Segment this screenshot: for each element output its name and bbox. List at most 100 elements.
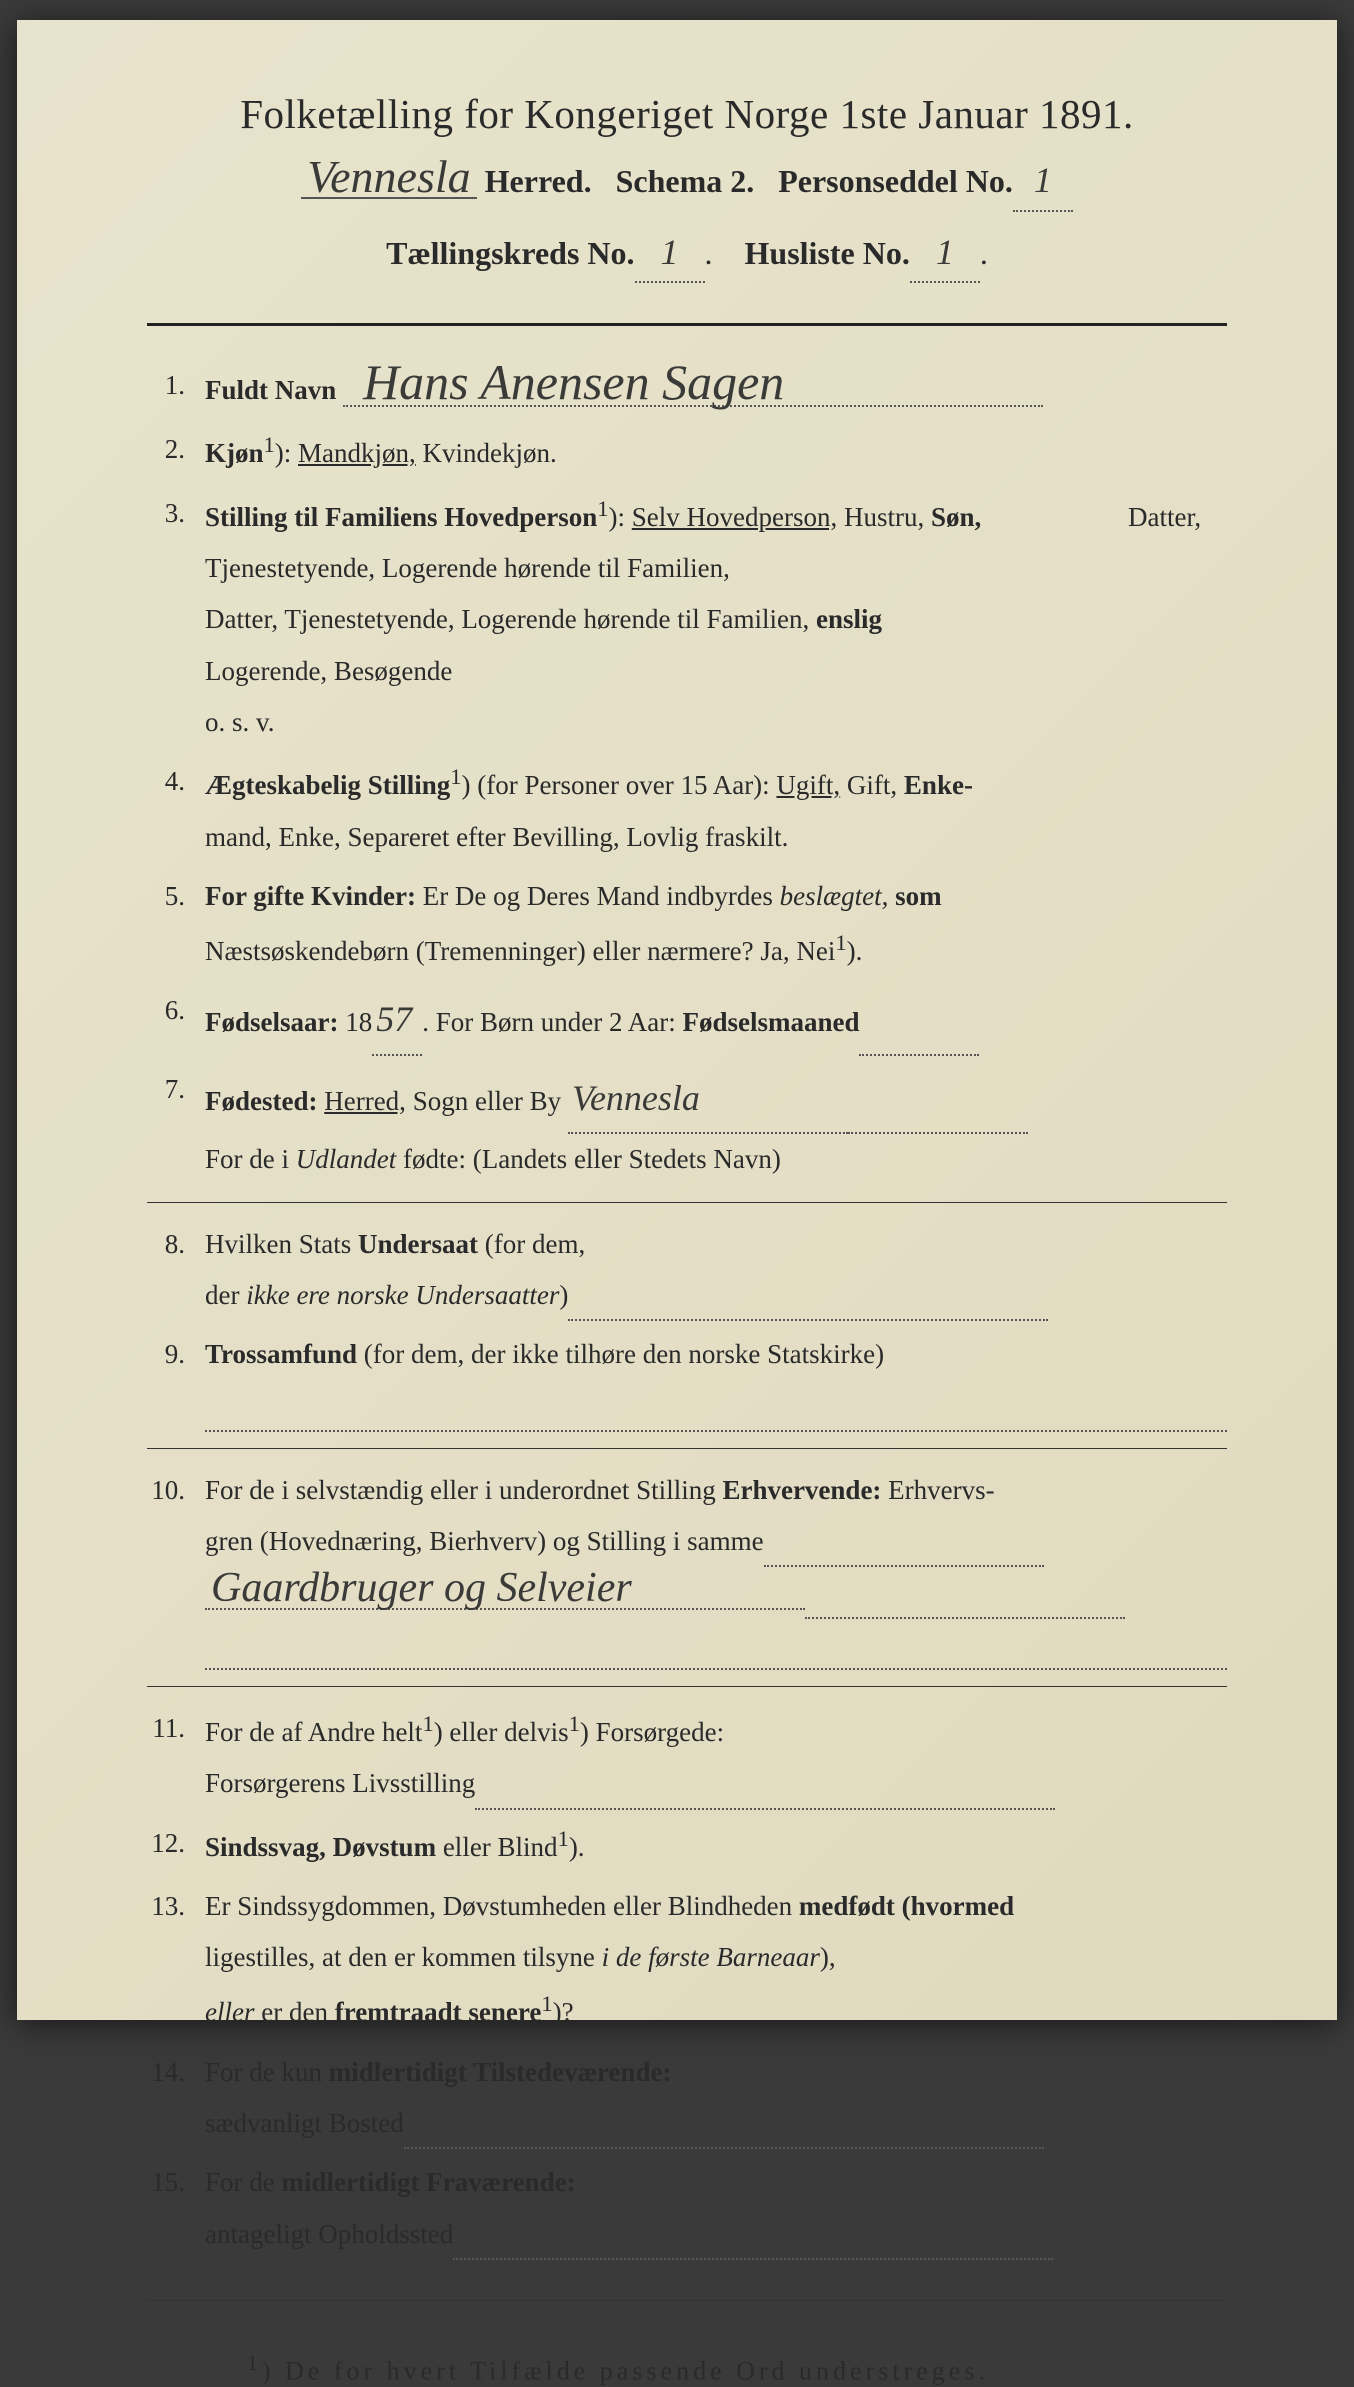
i12-rest: eller Blind — [436, 1832, 557, 1862]
i8-der: der — [205, 1280, 246, 1310]
footnote-ref: 1 — [597, 496, 608, 521]
taellingskreds-value: 1 — [635, 224, 705, 284]
item-content: For de af Andre helt1) eller delvis1) Fo… — [205, 1703, 1227, 1810]
item-num: 6. — [147, 985, 205, 1055]
item-content: Hvilken Stats Undersaat (for dem, der ik… — [205, 1219, 1227, 1322]
ugift: Ugift, — [776, 770, 840, 800]
i14-fill — [404, 2147, 1044, 2149]
i11-l2: Forsørgerens Livsstilling — [205, 1768, 475, 1798]
i14-a: For de kun — [205, 2057, 329, 2087]
i13-line3: eller er den fremtraadt senere1)? — [205, 1983, 1227, 2038]
erhvervende: Erhvervende: — [722, 1475, 881, 1505]
footnote-ref: 1 — [450, 764, 461, 789]
i10-b: Erhvervs- — [881, 1475, 994, 1505]
item-num: 10. — [147, 1465, 205, 1670]
aegte-line2: mand, Enke, Separeret efter Bevilling, L… — [205, 812, 1227, 863]
item-12: 12. Sindssvag, Døvstum eller Blind1). — [147, 1818, 1227, 1873]
husliste-value: 1 — [910, 224, 980, 284]
fodselsaar-mid: . For Børn under 2 Aar: — [422, 1007, 682, 1037]
footnote-ref: 1 — [835, 930, 846, 955]
item-num: 8. — [147, 1219, 205, 1322]
kjon-kvindekjon: Kvindekjøn. — [416, 438, 557, 468]
item-num: 4. — [147, 756, 205, 863]
item-15: 15. For de midlertidigt Fraværende: anta… — [147, 2157, 1227, 2260]
stilling-l4: o. s. v. — [205, 707, 275, 737]
divider-7-8 — [147, 1202, 1227, 1203]
i10-fill2 — [805, 1617, 1125, 1619]
sindssvag-label: Sindssvag, Døvstum — [205, 1832, 436, 1862]
divider-9-10 — [147, 1448, 1227, 1449]
divider-10-11 — [147, 1686, 1227, 1687]
item-3: 3. Stilling til Familiens Hovedperson1):… — [147, 488, 1227, 748]
item-num: 15. — [147, 2157, 205, 2260]
census-form-page: Folketælling for Kongeriget Norge 1ste J… — [17, 20, 1337, 2020]
footnote-ref: 1 — [558, 1826, 569, 1851]
divider-bottom — [147, 2300, 1227, 2301]
item-10: 10. For de i selvstændig eller i underor… — [147, 1465, 1227, 1670]
udlandet: Udlandet — [296, 1144, 397, 1174]
item-4: 4. Ægteskabelig Stilling1) (for Personer… — [147, 756, 1227, 863]
herred-underline: Herred, — [324, 1086, 406, 1116]
item-content: For de i selvstændig eller i underordnet… — [205, 1465, 1227, 1670]
gifte-line2-wrap: Næstsøskendebørn (Tremenninger) eller næ… — [205, 922, 1227, 977]
enslig: enslig — [816, 604, 882, 634]
stilling-l2-text: Datter, Tjenestetyende, Logerende hørend… — [205, 604, 816, 634]
fodested-value: Vennesla — [568, 1064, 848, 1134]
item-num: 9. — [147, 1329, 205, 1432]
item-14: 14. For de kun midlertidigt Tilstedevære… — [147, 2047, 1227, 2150]
footnote-ref: 1 — [569, 1711, 580, 1736]
item-content: Trossamfund (for dem, der ikke tilhøre d… — [205, 1329, 1227, 1432]
i13-l3b: er den — [254, 1997, 334, 2027]
header-line2: Vennesla Herred. Schema 2. Personseddel … — [147, 152, 1227, 212]
item-1: 1. Fuldt Navn Hans Anensen Sagen — [147, 360, 1227, 416]
i15-l2: antageligt Opholdssted — [205, 2219, 453, 2249]
item-content: Kjøn1): Mandkjøn, Kvindekjøn. — [205, 424, 1227, 479]
stilling-l2: Datter, Tjenestetyende, Logerende hørend… — [205, 604, 882, 634]
i12-end: ). — [569, 1832, 585, 1862]
item-content: Fødested: Herred, Sogn eller By Vennesla… — [205, 1064, 1227, 1186]
schema-label: Schema 2. — [616, 163, 755, 199]
colon: ): — [275, 438, 298, 468]
item-8: 8. Hvilken Stats Undersaat (for dem, der… — [147, 1219, 1227, 1322]
indent-block: Datter, Tjenestetyende, Logerende hørend… — [205, 594, 1227, 748]
item-11: 11. For de af Andre helt1) eller delvis1… — [147, 1703, 1227, 1810]
gifte-label: For gifte Kvinder: — [205, 881, 416, 911]
footnote-ref: 1 — [264, 432, 275, 457]
divider-top — [147, 323, 1227, 326]
item-num: 11. — [147, 1703, 205, 1810]
item-7: 7. Fødested: Herred, Sogn eller By Venne… — [147, 1064, 1227, 1186]
fodested-line2: For de i Udlandet fødte: (Landets eller … — [205, 1134, 1227, 1185]
i9-fill — [205, 1380, 1227, 1431]
selv-hovedperson: Selv Hovedperson, — [632, 502, 837, 532]
gifte-rest: Er De og Deres Mand indbyrdes — [416, 881, 780, 911]
taellingskreds-label: Tællingskreds No. — [386, 235, 634, 271]
item-content: Fødselsaar: 1857. For Børn under 2 Aar: … — [205, 985, 1227, 1055]
fodte-rest: fødte: (Landets eller Stedets Navn) — [396, 1144, 781, 1174]
form-items: 1. Fuldt Navn Hans Anensen Sagen 2. Kjøn… — [147, 360, 1227, 2260]
item-5: 5. For gifte Kvinder: Er De og Deres Man… — [147, 871, 1227, 978]
item-6: 6. Fødselsaar: 1857. For Børn under 2 Aa… — [147, 985, 1227, 1055]
item-content: Sindssvag, Døvstum eller Blind1). — [205, 1818, 1227, 1873]
i11-mid: ) eller delvis — [434, 1717, 569, 1747]
fuldt-navn-value: Hans Anensen Sagen — [343, 360, 1043, 407]
i11-line2: Forsørgerens Livsstilling — [205, 1758, 1227, 1809]
gifte-line2: Næstsøskendebørn (Tremenninger) eller næ… — [205, 936, 835, 966]
i10-value-line: Gaardbruger og Selveier — [205, 1567, 1227, 1618]
item-content: For de kun midlertidigt Tilstedeværende:… — [205, 2047, 1227, 2150]
i10-line2: gren (Hovednæring, Bierhverv) og Stillin… — [205, 1516, 1227, 1567]
husliste-label: Husliste No. — [745, 235, 910, 271]
item-content: Fuldt Navn Hans Anensen Sagen — [205, 360, 1227, 416]
item-content: Stilling til Familiens Hovedperson1): Se… — [205, 488, 1227, 748]
i13-a: Er Sindssygdommen, Døvstumheden eller Bl… — [205, 1891, 799, 1921]
item-content: Er Sindssygdommen, Døvstumheden eller Bl… — [205, 1881, 1227, 2039]
aegte-label: Ægteskabelig Stilling — [205, 770, 450, 800]
stilling-label: Stilling til Familiens Hovedperson — [205, 502, 597, 532]
fodselsaar-label: Fødselsaar: — [205, 1007, 338, 1037]
item-num: 14. — [147, 2047, 205, 2150]
fodselsaar-value: 57 — [372, 985, 422, 1055]
item-2: 2. Kjøn1): Mandkjøn, Kvindekjøn. — [147, 424, 1227, 479]
fodested-rest: Sogn eller By — [406, 1086, 561, 1116]
beslaegtet: beslægtet, — [780, 881, 889, 911]
enke: Enke- — [904, 770, 973, 800]
header-line3: Tællingskreds No.1. Husliste No.1. — [147, 224, 1227, 284]
